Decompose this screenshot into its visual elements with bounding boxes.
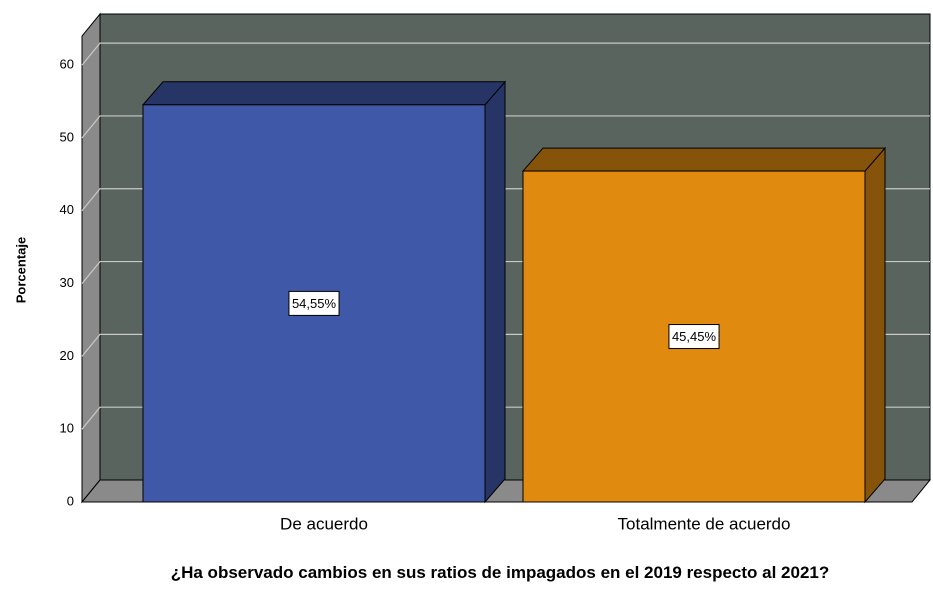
y-tick-label: 60 <box>60 57 74 72</box>
y-tick-label: 40 <box>60 202 74 217</box>
y-tick-label: 50 <box>60 129 74 144</box>
bar-top <box>521 147 887 172</box>
left-wall <box>81 12 101 504</box>
bar-top <box>141 81 507 106</box>
y-tick-label: 30 <box>60 275 74 290</box>
data-label-box <box>288 290 340 316</box>
bar-side <box>864 146 886 504</box>
x-tick-label: De acuerdo <box>280 514 368 533</box>
x-tick-label: Totalmente de acuerdo <box>618 514 791 533</box>
y-tick-label: 10 <box>60 421 74 436</box>
bar-side <box>484 80 506 504</box>
bar <box>141 80 507 504</box>
grid-line <box>81 42 930 66</box>
grid-line <box>81 115 930 139</box>
data-label: 45,45% <box>672 329 717 344</box>
y-tick-label: 20 <box>60 348 74 363</box>
x-axis-title: ¿Ha observado cambios en sus ratios de i… <box>170 563 830 582</box>
data-label: 54,55% <box>292 296 337 311</box>
y-tick-label: 0 <box>67 493 74 508</box>
y-axis-title: Porcentaje <box>13 237 28 303</box>
data-label-box <box>668 324 720 350</box>
